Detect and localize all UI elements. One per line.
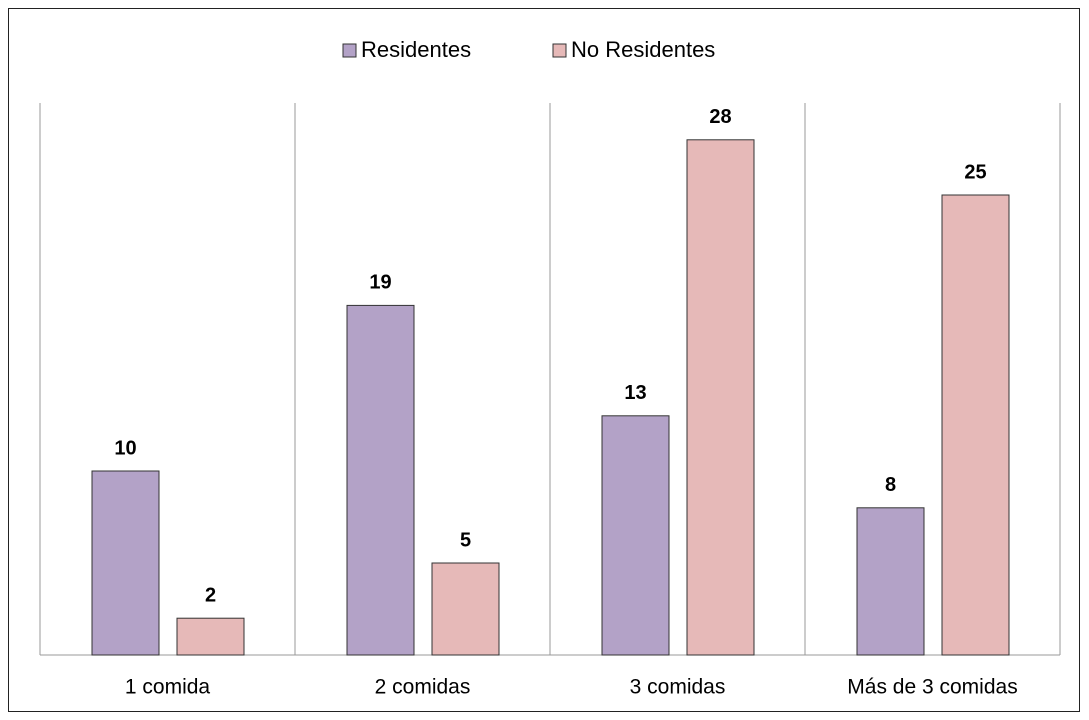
data-label: 2 [205, 584, 216, 606]
legend-swatch [342, 43, 357, 58]
x-tick-label: 3 comidas [630, 676, 726, 699]
data-label: 25 [964, 161, 986, 183]
legend-label: No Residentes [571, 37, 715, 62]
data-label: 8 [885, 474, 896, 496]
bar [856, 507, 925, 656]
data-label: 13 [624, 382, 646, 404]
bar [431, 562, 500, 656]
data-label: 5 [460, 529, 471, 551]
data-label: 19 [369, 272, 391, 294]
bar [686, 139, 755, 656]
bar [91, 470, 160, 656]
x-tick-label: Más de 3 comidas [847, 676, 1017, 699]
legend-label: Residentes [361, 37, 471, 62]
data-label: 28 [709, 106, 731, 128]
x-tick-label: 1 comida [125, 676, 211, 699]
legend-swatch [552, 43, 567, 58]
x-tick-label: 2 comidas [375, 676, 471, 699]
bar [941, 194, 1010, 656]
bar [176, 617, 245, 656]
bar [601, 415, 670, 656]
data-label: 10 [114, 437, 136, 459]
bar [346, 304, 415, 656]
